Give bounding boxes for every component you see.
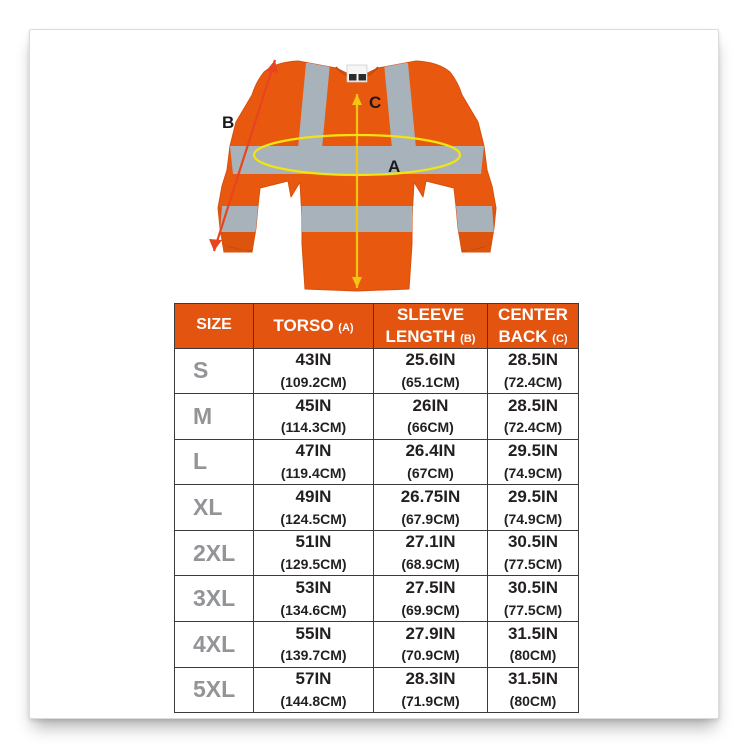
svg-text:A: A: [388, 157, 400, 176]
svg-text:B: B: [222, 113, 234, 132]
svg-text:C: C: [369, 93, 381, 112]
